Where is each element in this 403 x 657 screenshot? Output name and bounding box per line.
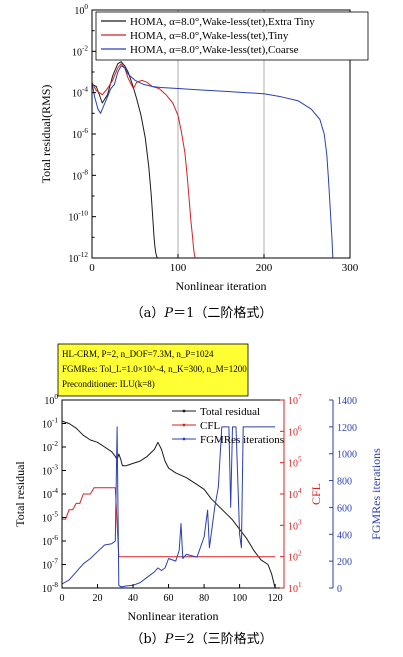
- chart-a: 100 10-2 10-4 10-6 10-8 10-10 10-120 100 200 300 N…: [39, 3, 369, 293]
- fgmres-tick-label: 600: [337, 503, 352, 514]
- y-tick-label: 10-10: [68, 210, 88, 224]
- info-line: HL-CRM, P=2, n_DOF=7.3M, n_P=1024: [62, 349, 214, 359]
- legend-label: Total residual: [200, 406, 260, 418]
- y-tick-label: 10-5: [42, 511, 58, 525]
- x-tick-label: 0: [89, 262, 95, 274]
- series-line-2: [62, 487, 276, 558]
- x-axis-label: Nonlinear iteration: [128, 609, 219, 623]
- fgmres-tick-label: 1200: [337, 423, 357, 434]
- info-line: FGMRes: Tol_L=1.0×10^-4, n_K=300, n_M=12…: [62, 364, 247, 374]
- cfl-tick-label: 104: [288, 487, 302, 501]
- y-tick-label: 10-2: [72, 44, 88, 58]
- y-tick-label: 100: [44, 393, 58, 407]
- fgmres-tick-label: 200: [337, 557, 352, 568]
- y-tick-label: 10-8: [42, 581, 58, 595]
- y-axis-label: Total residual: [13, 461, 27, 527]
- legend-marker: [182, 409, 186, 413]
- fgmres-tick-label: 0: [337, 584, 342, 595]
- caption-a: （a）P＝1（二阶格式）: [130, 306, 273, 321]
- x-tick-label: 200: [256, 262, 273, 274]
- legend-label: FGMRes iterations: [200, 434, 284, 446]
- fgmres-axis-label: FGMRes iterations: [369, 448, 383, 540]
- x-tick-label: 300: [342, 262, 359, 274]
- cfl-tick-label: 105: [288, 456, 302, 470]
- y-tick-label: 10-1: [42, 417, 58, 431]
- legend-marker: [182, 437, 186, 441]
- cfl-tick-label: 101: [288, 581, 302, 595]
- series-line-2: [91, 63, 196, 259]
- x-tick-label: 80: [199, 593, 209, 604]
- cfl-tick-label: 106: [288, 424, 302, 438]
- y-tick-label: 10-4: [42, 487, 58, 501]
- series-line-1: [91, 61, 158, 259]
- y-tick-label: 100: [74, 3, 88, 17]
- series-line-3: [61, 426, 276, 588]
- x-tick-label: 100: [170, 262, 187, 274]
- y-tick-label: 10-2: [42, 440, 58, 454]
- x-tick-label: 0: [60, 593, 65, 604]
- x-axis-label: Nonlinear iteration: [176, 279, 267, 293]
- x-tick-label: 40: [128, 593, 138, 604]
- legend-label: HOMA, α=8.0°,Wake-less(tet),Extra Tiny: [130, 16, 315, 28]
- cfl-tick-label: 102: [288, 550, 302, 564]
- y-tick-label: 10-4: [72, 86, 88, 100]
- cfl-tick-label: 107: [288, 393, 302, 407]
- info-box: [57, 343, 249, 397]
- legend-label: CFL: [200, 420, 220, 432]
- y-tick-label: 10-12: [68, 251, 88, 265]
- fgmres-tick-label: 1000: [337, 450, 357, 461]
- y-axis-label: Total residual(RMS): [39, 85, 53, 184]
- y-tick-label: 10-6: [72, 127, 88, 141]
- info-line: Preconditioner: ILU(k=8): [62, 379, 155, 389]
- x-tick-label: 60: [164, 593, 174, 604]
- series-line-3: [91, 65, 334, 259]
- y-tick-label: 10-7: [42, 558, 58, 572]
- legend-label: HOMA, α=8.0°,Wake-less(tet),Tiny: [130, 30, 289, 42]
- chart-b: HL-CRM, P=2, n_DOF=7.3M, n_P=1024 FGMRes:…: [13, 343, 383, 623]
- y-tick-label: 10-3: [42, 464, 58, 478]
- fgmres-tick-label: 800: [337, 477, 352, 488]
- cfl-tick-label: 103: [288, 518, 302, 532]
- legend-box: [95, 11, 369, 61]
- fgmres-tick-label: 400: [337, 530, 352, 541]
- y-tick-label: 10-8: [72, 168, 88, 182]
- x-tick-label: 20: [93, 593, 103, 604]
- x-tick-label: 100: [232, 593, 247, 604]
- caption-b: （b）P＝2（三阶格式）: [130, 632, 273, 647]
- legend-label: HOMA, α=8.0°,Wake-less(tet),Coarse: [130, 44, 299, 56]
- cfl-axis-label: CFL: [309, 483, 323, 505]
- y-tick-label: 10-6: [42, 534, 58, 548]
- x-tick-label: 120: [268, 593, 283, 604]
- legend-marker: [182, 423, 186, 427]
- fgmres-tick-label: 1400: [337, 396, 357, 407]
